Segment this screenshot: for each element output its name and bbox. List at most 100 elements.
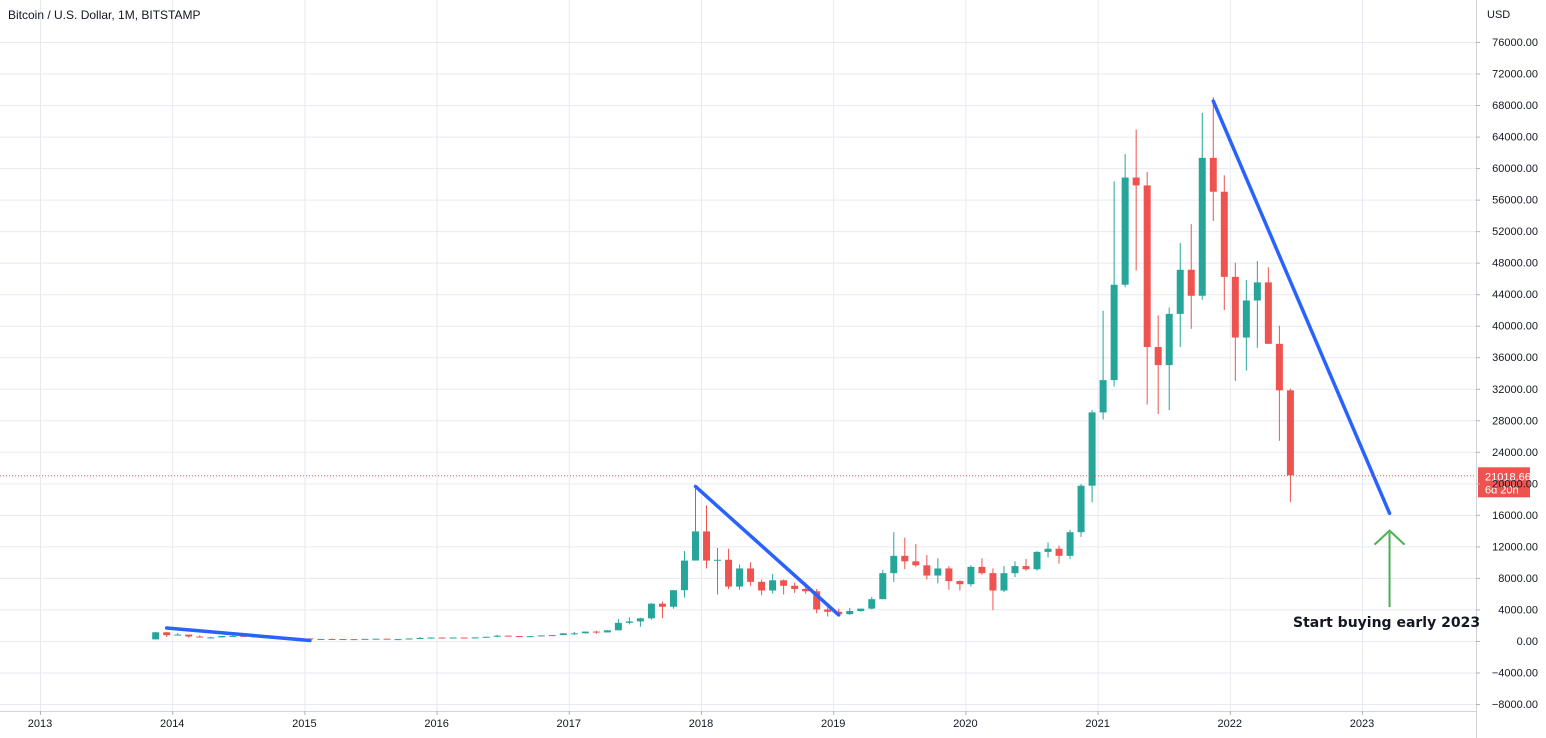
candle xyxy=(780,579,788,595)
candle xyxy=(317,638,325,640)
candle-body xyxy=(1220,191,1228,277)
candle-body xyxy=(956,581,964,585)
candle xyxy=(647,603,655,620)
candle-body xyxy=(747,568,755,582)
y-tick-label: 60000.00 xyxy=(1492,163,1538,175)
candle xyxy=(163,631,171,638)
candle-body xyxy=(725,559,733,587)
y-tick-label: 28000.00 xyxy=(1492,415,1538,427)
grid-lines xyxy=(0,0,1476,711)
x-tick-label: 2017 xyxy=(557,718,581,730)
candle xyxy=(1220,175,1228,310)
candle xyxy=(218,635,226,638)
trendline[interactable] xyxy=(1211,99,1392,516)
candle xyxy=(196,635,204,638)
candle-body xyxy=(890,555,898,574)
candle xyxy=(1077,484,1085,537)
candle-body xyxy=(427,637,435,639)
candle-body xyxy=(758,581,766,591)
candle-body xyxy=(1176,269,1184,314)
candles xyxy=(152,97,1294,641)
y-tick-label: 56000.00 xyxy=(1492,195,1538,207)
candle-body xyxy=(647,603,655,619)
price-axis[interactable]: USD −8000.00 −4000.00 0.00 4000.00 8000.00 120… xyxy=(1476,9,1538,711)
candle xyxy=(703,505,711,569)
candle-body xyxy=(394,639,402,641)
y-tick-label: 64000.00 xyxy=(1492,132,1538,144)
candle xyxy=(846,607,854,615)
y-tick-label: 36000.00 xyxy=(1492,352,1538,364)
candle-body xyxy=(780,580,788,586)
candle-body xyxy=(1165,313,1173,366)
candle xyxy=(868,596,876,610)
candle-body xyxy=(482,636,490,638)
candle xyxy=(901,537,909,570)
annotations: Start buying early 2023 xyxy=(1293,529,1480,631)
candle xyxy=(625,617,633,625)
candle-body xyxy=(614,622,622,631)
y-tick-label: 20000.00 xyxy=(1492,478,1538,490)
trendline[interactable] xyxy=(693,484,841,617)
candle-body xyxy=(1242,300,1250,338)
candle xyxy=(383,638,391,640)
candle xyxy=(460,637,468,639)
candle-body xyxy=(1231,276,1239,338)
candle xyxy=(559,633,567,636)
trendline[interactable] xyxy=(164,626,312,643)
y-tick-label: −4000.00 xyxy=(1492,667,1538,679)
y-tick-label: 12000.00 xyxy=(1492,541,1538,553)
candle-body xyxy=(372,638,380,640)
x-tick-label: 2020 xyxy=(953,718,977,730)
candle xyxy=(1044,542,1052,558)
candle xyxy=(1099,310,1107,420)
y-tick-label: 8000.00 xyxy=(1498,573,1538,585)
x-tick-label: 2014 xyxy=(160,718,184,730)
candle-body xyxy=(1066,532,1074,556)
candle xyxy=(592,630,600,634)
candle-body xyxy=(592,631,600,633)
candle xyxy=(1165,307,1173,411)
candle xyxy=(669,590,677,609)
candle xyxy=(603,630,611,633)
y-tick-label: −8000.00 xyxy=(1492,699,1538,711)
candle-body xyxy=(493,635,501,637)
candle-body xyxy=(813,591,821,610)
trendlines xyxy=(164,99,1392,643)
candle xyxy=(427,637,435,639)
candle-body xyxy=(581,631,589,634)
candle-body xyxy=(791,585,799,589)
candle xyxy=(339,638,347,641)
candle-body xyxy=(548,635,556,637)
candle-body xyxy=(625,621,633,623)
candle-body xyxy=(471,637,479,639)
candle-body xyxy=(350,639,358,641)
candle-body xyxy=(1132,177,1140,186)
x-tick-label: 2013 xyxy=(28,718,52,730)
y-tick-label: 32000.00 xyxy=(1492,384,1538,396)
candle-body xyxy=(1121,177,1129,285)
candle xyxy=(174,633,182,636)
chart-title: Bitcoin / U.S. Dollar, 1M, BITSTAMP xyxy=(8,8,201,22)
candle xyxy=(747,562,755,586)
candle-body xyxy=(669,590,677,607)
candle xyxy=(1154,315,1162,414)
candle-body xyxy=(537,635,545,637)
candle xyxy=(1055,545,1063,564)
annotation-text[interactable]: Start buying early 2023 xyxy=(1293,615,1480,631)
candle-body xyxy=(1011,566,1019,574)
candle xyxy=(614,619,622,631)
bar-countdown: 6d 20h xyxy=(1485,484,1519,496)
candle-body xyxy=(163,632,171,636)
candle xyxy=(438,637,446,639)
candle xyxy=(769,573,777,594)
candle xyxy=(658,601,666,619)
candle-body xyxy=(196,636,204,638)
candle-body xyxy=(1187,269,1195,296)
candle xyxy=(548,634,556,637)
time-axis[interactable]: 2013 2014 2015 2016 2017 2018 2019 2020 2021 2022… xyxy=(28,711,1374,730)
candle xyxy=(1242,280,1250,371)
candle xyxy=(736,564,744,590)
candle-body xyxy=(559,633,567,636)
candle-body xyxy=(152,632,160,640)
